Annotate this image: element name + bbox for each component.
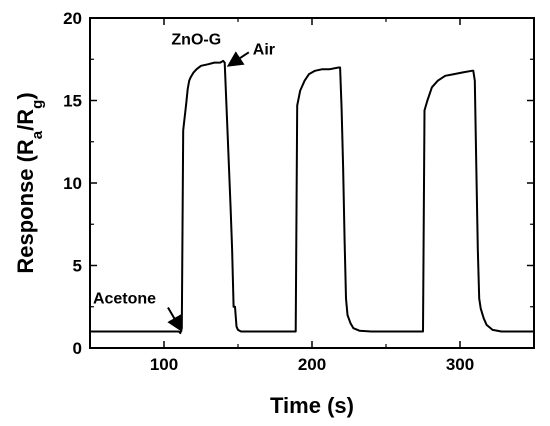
x-tick-label: 300 [446, 355, 474, 374]
annotation-acetone: Acetone [93, 290, 156, 307]
y-tick-label: 0 [73, 339, 82, 358]
x-tick-label: 200 [298, 355, 326, 374]
y-axis-title-suffix: ) [13, 92, 38, 99]
annotation-arrow [226, 51, 250, 67]
y-axis-title-prefix: Response (R [13, 139, 38, 274]
y-tick-label: 5 [73, 257, 82, 276]
series-line-0 [90, 59, 534, 335]
annotation-arrow [167, 306, 183, 332]
y-tick-label: 20 [63, 9, 82, 28]
y-tick-label: 15 [63, 92, 82, 111]
y-axis-title: Response (Ra/Rg) [13, 92, 46, 273]
annotation-air: Air [253, 41, 275, 58]
plot-frame [89, 17, 535, 349]
annotation-zno-g: ZnO-G [171, 31, 221, 48]
y-tick-label: 10 [63, 174, 82, 193]
y-axis-title-sub-a: a [29, 130, 46, 139]
y-axis-title-sub-g: g [29, 100, 46, 109]
x-axis-title: Time (s) [270, 393, 354, 418]
y-axis-title-mid: /R [13, 109, 38, 131]
x-tick-label: 100 [150, 355, 178, 374]
